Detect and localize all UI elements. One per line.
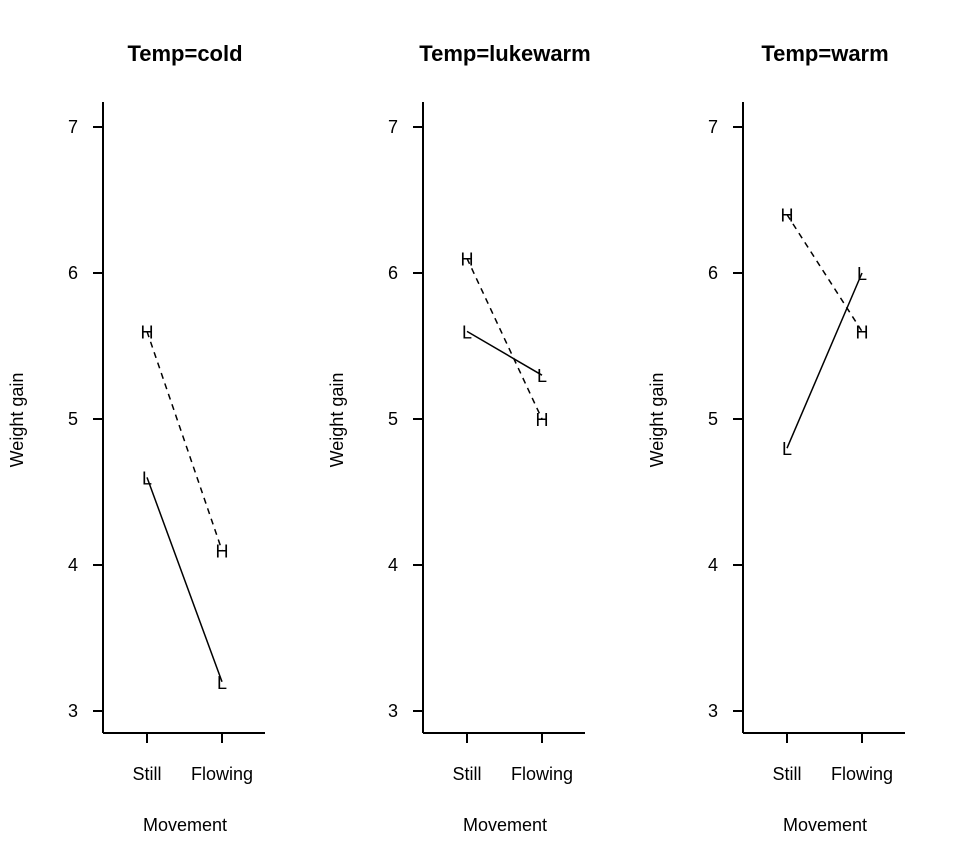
series-line-H [786, 214, 863, 332]
y-tick-label: 7 [388, 117, 398, 137]
panel-1: Temp=cold 3 4 5 6 7 Still Flowing Movement Weight… [7, 41, 265, 835]
x-axis-label: Movement [783, 815, 867, 835]
point-label-H: H [461, 249, 474, 269]
y-tick-label: 7 [68, 117, 78, 137]
point-label-H: H [781, 206, 794, 226]
panel-2: Temp=lukewarm 3 4 5 6 7 Still Flowing Movement We… [327, 41, 591, 835]
panel-title: Temp=cold [127, 41, 242, 66]
y-tick-label: 3 [388, 701, 398, 721]
x-tick-label: Still [452, 764, 481, 784]
x-tick-label: Flowing [831, 764, 893, 784]
y-tick-label: 6 [388, 263, 398, 283]
y-tick-label: 4 [388, 555, 398, 575]
y-tick-label: 6 [68, 263, 78, 283]
point-label-L: L [462, 322, 472, 342]
series-line-L [786, 272, 863, 449]
y-tick-label: 3 [708, 701, 718, 721]
panel-title: Temp=lukewarm [419, 41, 590, 66]
series-line-H [466, 258, 543, 420]
y-axis-label: Weight gain [7, 373, 27, 468]
point-label-H: H [856, 322, 869, 342]
point-label-H: H [536, 410, 549, 430]
y-tick-label: 4 [68, 555, 78, 575]
panel-title: Temp=warm [761, 41, 888, 66]
x-tick-label: Still [132, 764, 161, 784]
panel-3: Temp=warm 3 4 5 6 7 Still Flowing Movement Weight… [647, 41, 905, 835]
y-tick-label: 6 [708, 263, 718, 283]
series-line-L [466, 330, 543, 376]
y-tick-label: 3 [68, 701, 78, 721]
point-label-L: L [217, 673, 227, 693]
x-tick-label: Still [772, 764, 801, 784]
x-axis-label: Movement [143, 815, 227, 835]
point-label-L: L [782, 439, 792, 459]
y-tick-label: 5 [708, 409, 718, 429]
y-axis-label: Weight gain [327, 373, 347, 468]
point-label-L: L [857, 264, 867, 284]
series-line-H [146, 331, 223, 551]
point-label-L: L [537, 366, 547, 386]
series-line-L [146, 477, 223, 683]
y-tick-label: 7 [708, 117, 718, 137]
y-tick-label: 5 [68, 409, 78, 429]
point-label-H: H [216, 541, 229, 561]
point-label-L: L [142, 468, 152, 488]
y-axis-label: Weight gain [647, 373, 667, 468]
x-axis-label: Movement [463, 815, 547, 835]
point-label-H: H [141, 322, 154, 342]
y-tick-label: 5 [388, 409, 398, 429]
x-tick-label: Flowing [511, 764, 573, 784]
y-tick-label: 4 [708, 555, 718, 575]
x-tick-label: Flowing [191, 764, 253, 784]
